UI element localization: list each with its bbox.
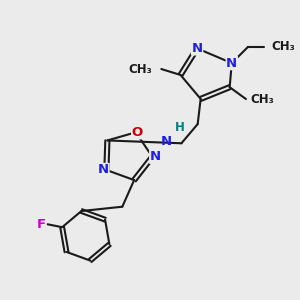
Text: N: N [161,135,172,148]
Text: H: H [175,121,185,134]
Text: N: N [150,150,161,163]
Text: N: N [98,164,109,176]
Text: CH₃: CH₃ [129,62,152,76]
Text: CH₃: CH₃ [250,92,274,106]
Text: N: N [226,57,237,70]
Text: O: O [132,126,143,139]
Text: CH₃: CH₃ [272,40,296,53]
Text: N: N [192,42,203,55]
Text: F: F [37,218,46,231]
